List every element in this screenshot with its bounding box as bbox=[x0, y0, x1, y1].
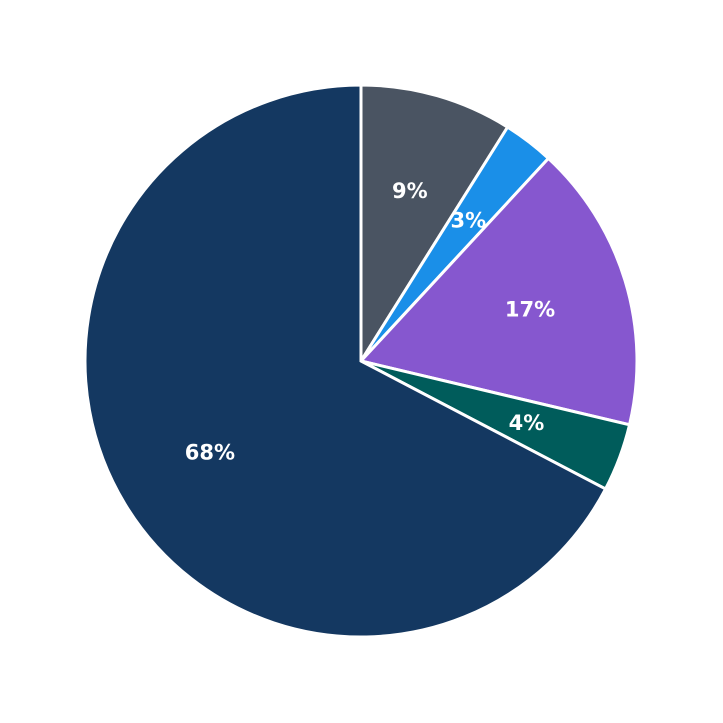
labels-layer: 9% 3% 17% 4% 68% bbox=[185, 179, 555, 464]
pie-slice-1 bbox=[359, 83, 510, 367]
pie-slice-5 bbox=[83, 83, 608, 639]
pie-slice-label-3: 17% bbox=[505, 298, 555, 322]
pie-slice-label-1: 9% bbox=[392, 179, 428, 203]
pie-slice-3 bbox=[358, 156, 639, 427]
pie-slice-label-2: 3% bbox=[451, 209, 487, 233]
slices-layer bbox=[83, 83, 639, 639]
pie-slice-label-4: 4% bbox=[509, 411, 545, 435]
pie-slice-label-5: 68% bbox=[185, 440, 235, 464]
